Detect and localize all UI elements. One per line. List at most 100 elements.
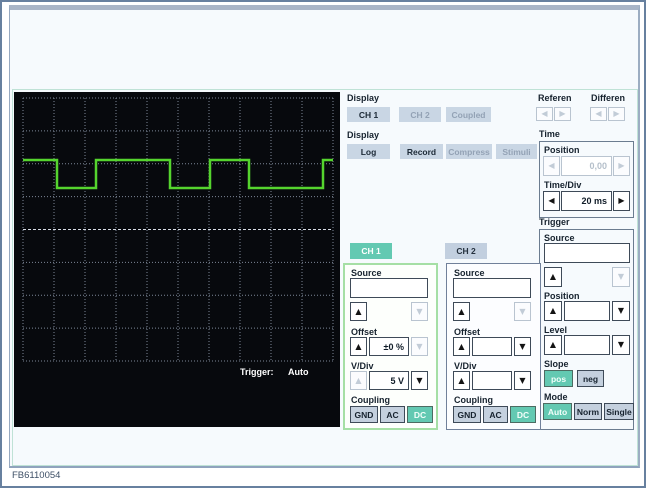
ch2-source-input[interactable] [453, 278, 531, 298]
ch1-coupling-dc-button[interactable]: DC [407, 406, 433, 423]
slope-neg-button[interactable]: neg [577, 370, 604, 387]
stimuli-button[interactable]: Stimuli [496, 144, 537, 159]
differen-label: Differen [591, 93, 626, 103]
right-arrow-icon: ▶ [618, 161, 625, 170]
trigger-source-label: Source [544, 233, 575, 243]
trigger-position-up-button[interactable]: ▲ [544, 301, 562, 321]
log-button[interactable]: Log [347, 144, 390, 159]
ch2-coupling-gnd-button[interactable]: GND [453, 406, 481, 423]
differen-next-button[interactable]: ▶ [608, 107, 625, 121]
up-arrow-icon: ▲ [549, 340, 557, 349]
trigger-position-value [564, 301, 610, 321]
up-arrow-icon: ▲ [458, 306, 465, 316]
trigger-level-value [564, 335, 610, 355]
down-arrow-icon: ▼ [617, 340, 625, 349]
ch1-vdiv-label: V/Div [351, 361, 374, 371]
left-arrow-icon: ◀ [541, 109, 548, 118]
ch1-vdiv-up-button[interactable]: ▲ [350, 371, 367, 390]
ch2-source-label: Source [454, 268, 485, 278]
timediv-value: 20 ms [561, 191, 612, 211]
trigger-status-label: Trigger: [240, 367, 274, 377]
up-arrow-icon: ▲ [549, 306, 557, 315]
timediv-decrement-button[interactable]: ◀ [543, 191, 560, 211]
ch1-vdiv-down-button[interactable]: ▼ [411, 371, 428, 390]
trigger-level-up-button[interactable]: ▲ [544, 335, 562, 355]
figure-id-label: FB6110054 [12, 470, 61, 481]
time-position-decrement-button[interactable]: ◀ [543, 156, 560, 176]
timediv-increment-button[interactable]: ▶ [613, 191, 630, 211]
trigger-section-label: Trigger [539, 217, 570, 227]
ch1-source-down-button[interactable]: ▼ [411, 302, 428, 321]
referen-label: Referen [538, 93, 572, 103]
up-arrow-icon: ▲ [458, 375, 465, 385]
mode-auto-button[interactable]: Auto [543, 403, 572, 420]
compress-button[interactable]: Compress [446, 144, 492, 159]
trigger-status-value: Auto [288, 367, 309, 377]
ch1-coupling-label: Coupling [351, 395, 390, 405]
left-arrow-icon: ◀ [595, 109, 602, 118]
up-arrow-icon: ▲ [458, 341, 465, 351]
tab-ch2[interactable]: CH 2 [445, 243, 487, 259]
down-arrow-icon: ▼ [519, 306, 526, 316]
trigger-source-down-button[interactable]: ▼ [612, 267, 630, 287]
time-position-label: Position [544, 145, 580, 155]
display-ch1-button[interactable]: CH 1 [347, 107, 390, 122]
trigger-position-label: Position [544, 291, 580, 301]
record-button[interactable]: Record [400, 144, 443, 159]
up-arrow-icon: ▲ [355, 306, 362, 316]
trigger-slope-label: Slope [544, 359, 569, 369]
ch1-source-input[interactable] [350, 278, 428, 298]
ch1-source-up-button[interactable]: ▲ [350, 302, 367, 321]
tab-ch1[interactable]: CH 1 [350, 243, 392, 259]
ch2-source-up-button[interactable]: ▲ [453, 302, 470, 321]
ch2-vdiv-up-button[interactable]: ▲ [453, 371, 470, 390]
scope-grid [22, 97, 334, 362]
referen-next-button[interactable]: ▶ [554, 107, 571, 121]
differen-prev-button[interactable]: ◀ [590, 107, 607, 121]
down-arrow-icon: ▼ [617, 306, 625, 315]
left-arrow-icon: ◀ [548, 161, 555, 170]
ch2-offset-down-button[interactable]: ▼ [514, 337, 531, 356]
ch1-vdiv-value: 5 V [369, 371, 409, 390]
trigger-level-down-button[interactable]: ▼ [612, 335, 630, 355]
right-arrow-icon: ▶ [618, 196, 625, 205]
time-position-value: 0,00 [561, 156, 612, 176]
up-arrow-icon: ▲ [355, 341, 362, 351]
ch1-offset-up-button[interactable]: ▲ [350, 337, 367, 356]
ch1-offset-label: Offset [351, 327, 378, 337]
ch2-offset-up-button[interactable]: ▲ [453, 337, 470, 356]
ch2-coupling-ac-button[interactable]: AC [483, 406, 508, 423]
down-arrow-icon: ▼ [617, 272, 625, 281]
mode-single-button[interactable]: Single [604, 403, 634, 420]
right-arrow-icon: ▶ [559, 109, 566, 118]
trigger-source-up-button[interactable]: ▲ [544, 267, 562, 287]
ch2-source-down-button[interactable]: ▼ [514, 302, 531, 321]
ch1-coupling-gnd-button[interactable]: GND [350, 406, 378, 423]
scope-display: Trigger: Auto [14, 92, 340, 427]
right-arrow-icon: ▶ [613, 109, 620, 118]
left-arrow-icon: ◀ [548, 196, 555, 205]
ch1-coupling-ac-button[interactable]: AC [380, 406, 405, 423]
ch1-offset-down-button[interactable]: ▼ [411, 337, 428, 356]
display-channels-label: Display [347, 93, 380, 103]
trigger-source-input[interactable] [544, 243, 630, 263]
timediv-label: Time/Div [544, 180, 582, 190]
slope-pos-button[interactable]: pos [544, 370, 573, 387]
display-coupled-button[interactable]: Coupled [446, 107, 491, 122]
ch2-coupling-dc-button[interactable]: DC [510, 406, 536, 423]
down-arrow-icon: ▼ [416, 375, 423, 385]
down-arrow-icon: ▼ [416, 341, 423, 351]
ch2-vdiv-label: V/Div [454, 361, 477, 371]
down-arrow-icon: ▼ [519, 341, 526, 351]
time-position-increment-button[interactable]: ▶ [613, 156, 630, 176]
trigger-level-label: Level [544, 325, 568, 335]
display-ch2-button[interactable]: CH 2 [399, 107, 441, 122]
referen-prev-button[interactable]: ◀ [536, 107, 553, 121]
trigger-position-down-button[interactable]: ▼ [612, 301, 630, 321]
mode-norm-button[interactable]: Norm [574, 403, 602, 420]
ch1-offset-value: ±0 % [369, 337, 409, 356]
ch2-vdiv-down-button[interactable]: ▼ [514, 371, 531, 390]
up-arrow-icon: ▲ [549, 272, 557, 281]
oscilloscope-window: Trigger: Auto Display CH 1 CH 2 Coupled … [9, 5, 640, 468]
